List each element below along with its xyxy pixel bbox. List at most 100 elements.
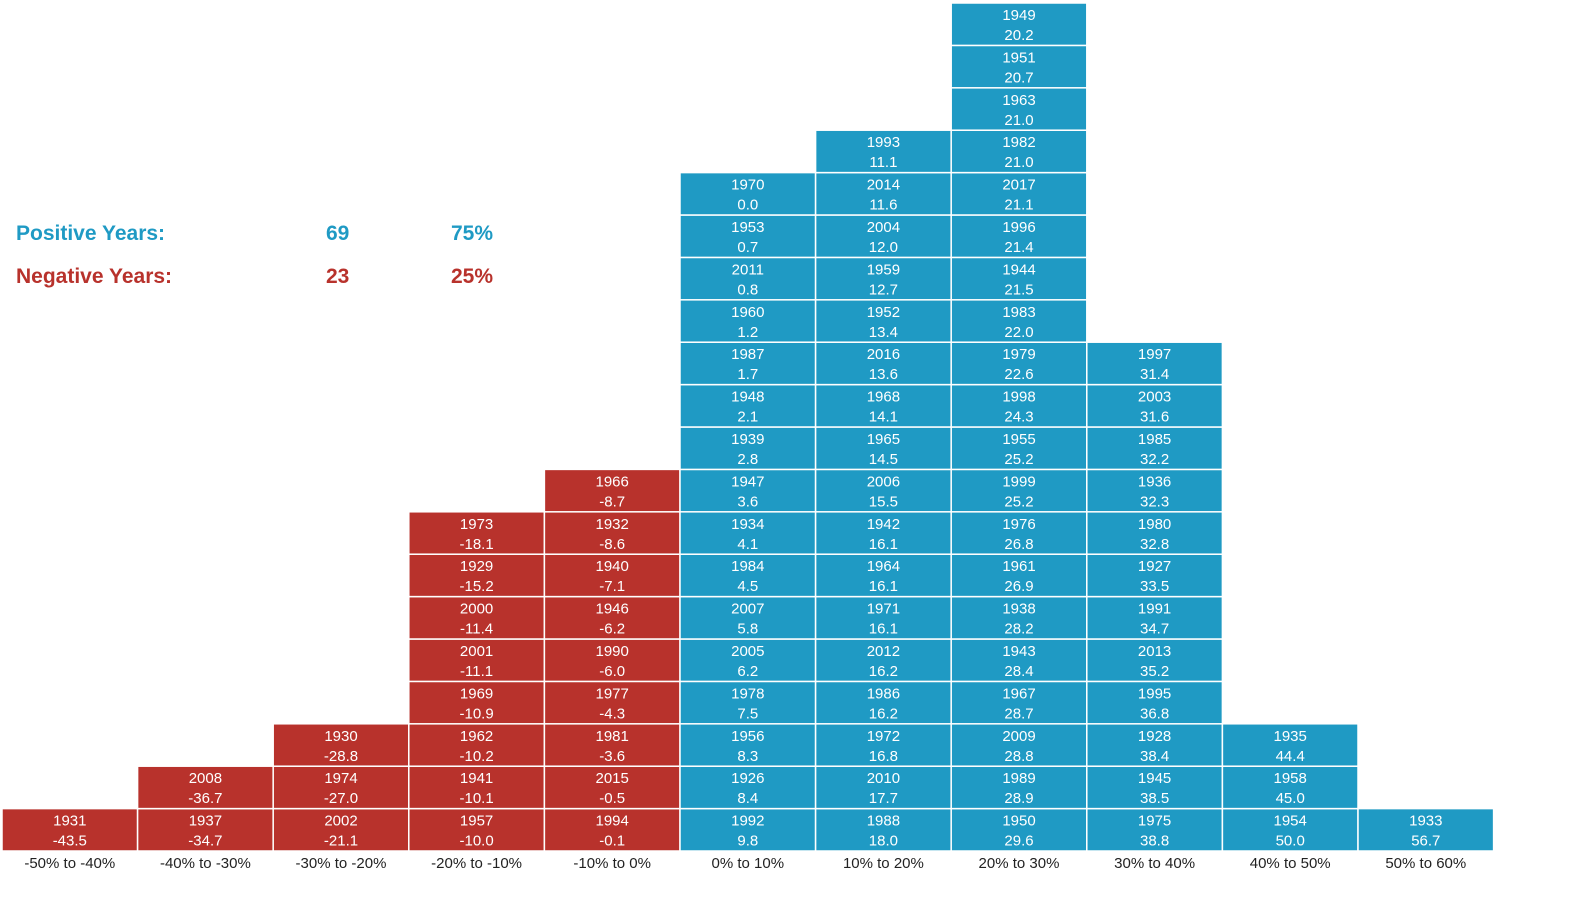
return-value-label: 18.0: [869, 833, 898, 850]
x-tick-label: -10% to 0%: [573, 855, 651, 872]
return-value-label: -18.1: [459, 536, 493, 553]
return-value-label: 38.5: [1140, 790, 1169, 807]
return-value-label: 12.7: [869, 281, 898, 298]
year-cell: 1970 0.0: [679, 171, 817, 216]
year-cell-bar: [814, 426, 952, 471]
year-cell-bar: [408, 511, 546, 555]
year-cell: 1931 -43.5: [1, 807, 139, 852]
year-label: 1929: [460, 558, 493, 575]
return-value-label: 0.7: [737, 239, 758, 256]
year-cell: 2003 31.6: [1086, 383, 1224, 428]
return-value-label: 16.1: [869, 536, 898, 553]
year-cell: 1977 -4.3: [543, 680, 681, 725]
year-cell-bar: [814, 765, 952, 810]
year-label: 1945: [1138, 770, 1171, 787]
year-label: 1977: [596, 685, 629, 702]
year-cell: 1994 -0.1: [543, 807, 681, 852]
year-cell: 2006 15.5: [814, 468, 952, 513]
year-cell: 1999 25.2: [950, 468, 1088, 513]
return-value-label: 29.6: [1004, 833, 1033, 850]
year-cell-bar: [950, 87, 1088, 131]
year-cell: 1979 22.6: [950, 341, 1088, 386]
year-cell-bar: [679, 595, 817, 640]
year-cell-bar: [543, 553, 681, 598]
return-value-label: 44.4: [1276, 748, 1305, 765]
year-cell-bar: [543, 638, 681, 683]
year-cell-bar: [679, 171, 817, 216]
year-label: 2009: [1002, 728, 1035, 745]
return-value-label: 5.8: [737, 621, 758, 638]
return-value-label: 32.2: [1140, 451, 1169, 468]
year-label: 1950: [1002, 813, 1035, 830]
year-cell: 1928 38.4: [1086, 723, 1224, 767]
x-tick-label: 50% to 60%: [1385, 855, 1466, 872]
year-cell-bar: [272, 723, 410, 767]
year-cell-bar: [679, 680, 817, 725]
bin-column: 1994 -0.1 2015 -0.5 1981 -3.6 1977 -4.3 1990 -6.0…: [543, 468, 681, 852]
year-cell-bar: [408, 807, 546, 852]
year-label: 1996: [1002, 219, 1035, 236]
year-cell: 1936 32.3: [1086, 468, 1224, 513]
year-label: 1982: [1002, 134, 1035, 151]
year-cell-bar: [1221, 765, 1359, 810]
return-value-label: -15.2: [459, 578, 493, 595]
return-value-label: -21.1: [324, 833, 358, 850]
negative-years-count: 23: [326, 265, 350, 288]
year-label: 1991: [1138, 601, 1171, 618]
year-cell: 2000 -11.4: [408, 595, 546, 640]
year-cell: 1998 24.3: [950, 383, 1088, 428]
return-value-label: -11.4: [460, 621, 493, 638]
year-cell: 1966 -8.7: [543, 468, 681, 513]
year-cell-bar: [543, 765, 681, 810]
return-value-label: 28.2: [1004, 621, 1033, 638]
return-value-label: -6.2: [599, 621, 625, 638]
year-label: 2008: [189, 770, 222, 787]
year-cell: 2012 16.2: [814, 638, 952, 683]
year-cell: 2013 35.2: [1086, 638, 1224, 683]
year-cell: 1981 -3.6: [543, 723, 681, 767]
year-cell-bar: [543, 723, 681, 767]
year-cell: 2007 5.8: [679, 595, 817, 640]
return-value-label: 25.2: [1004, 451, 1033, 468]
negative-years-row: Negative Years: 23 25%: [16, 265, 536, 295]
year-label: 1934: [731, 516, 764, 533]
return-value-label: 35.2: [1140, 663, 1169, 680]
year-label: 1933: [1409, 813, 1442, 830]
year-label: 1930: [324, 728, 357, 745]
return-value-label: -0.1: [599, 833, 625, 850]
year-cell: 1987 1.7: [679, 341, 817, 386]
year-label: 2007: [731, 601, 764, 618]
return-value-label: 31.4: [1140, 366, 1169, 383]
year-cell: 1950 29.6: [950, 807, 1088, 852]
x-tick-label: 0% to 10%: [712, 855, 785, 872]
year-label: 2002: [324, 813, 357, 830]
year-cell: 1946 -6.2: [543, 595, 681, 640]
year-cell: 1948 2.1: [679, 383, 817, 428]
return-value-label: 2.1: [737, 409, 758, 426]
year-cell: 2016 13.6: [814, 341, 952, 386]
year-label: 1987: [731, 346, 764, 363]
year-label: 1971: [867, 601, 900, 618]
positive-years-row: Positive Years: 69 75%: [16, 222, 536, 252]
return-value-label: 21.0: [1004, 112, 1033, 129]
return-value-label: 11.1: [869, 154, 897, 171]
year-cell: 1930 -28.8: [272, 723, 410, 767]
year-cell-bar: [950, 807, 1088, 852]
return-value-label: 22.6: [1004, 366, 1033, 383]
year-cell-bar: [950, 426, 1088, 471]
year-cell-bar: [814, 171, 952, 216]
return-value-label: 28.9: [1004, 790, 1033, 807]
return-value-label: -8.6: [599, 536, 625, 553]
year-cell: 1943 28.4: [950, 638, 1088, 683]
year-cell: 1992 9.8: [679, 807, 817, 852]
year-cell: 1984 4.5: [679, 553, 817, 598]
year-cell-bar: [679, 299, 817, 343]
year-label: 1949: [1002, 7, 1035, 24]
return-value-label: 20.7: [1004, 69, 1033, 86]
year-cell: 1941 -10.1: [408, 765, 546, 810]
year-cell-bar: [543, 680, 681, 725]
year-cell: 1954 50.0: [1221, 807, 1359, 852]
return-value-label: -7.1: [599, 578, 625, 595]
year-cell-bar: [1086, 638, 1224, 683]
year-cell: 2004 12.0: [814, 214, 952, 259]
